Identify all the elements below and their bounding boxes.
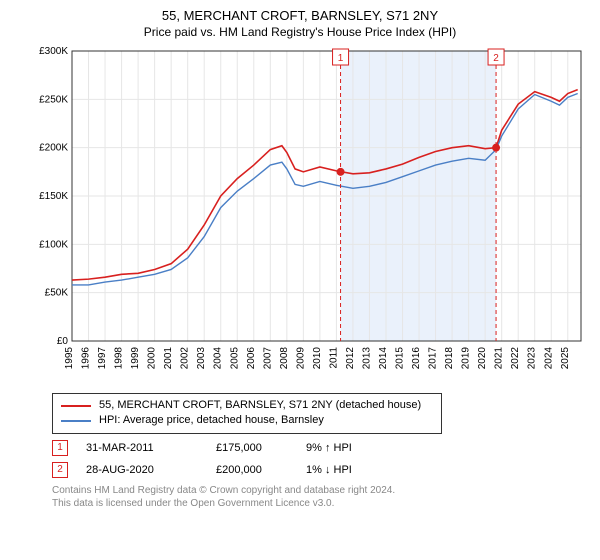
svg-text:2014: 2014 xyxy=(378,347,389,370)
svg-text:1997: 1997 xyxy=(97,347,108,370)
svg-text:1999: 1999 xyxy=(130,347,141,370)
svg-text:£150K: £150K xyxy=(39,191,68,202)
legend-row: 55, MERCHANT CROFT, BARNSLEY, S71 2NY (d… xyxy=(61,398,433,413)
marker-box: 1 xyxy=(52,440,68,456)
svg-text:£0: £0 xyxy=(57,336,69,347)
chart-svg: £0 £50K £100K £150K £200K £250K £300K 1995 1996 1… xyxy=(32,45,587,385)
legend-label: 55, MERCHANT CROFT, BARNSLEY, S71 2NY (d… xyxy=(99,398,421,413)
marker-date: 31-MAR-2011 xyxy=(86,442,216,454)
svg-text:2009: 2009 xyxy=(295,347,306,370)
legend-row: HPI: Average price, detached house, Barn… xyxy=(61,413,433,428)
footer-note: Contains HM Land Registry data © Crown c… xyxy=(52,484,588,510)
svg-text:£200K: £200K xyxy=(39,143,68,154)
svg-text:2018: 2018 xyxy=(444,347,455,370)
svg-text:2008: 2008 xyxy=(279,347,290,370)
svg-text:2016: 2016 xyxy=(411,347,422,370)
legend-swatch xyxy=(61,405,91,407)
svg-text:2017: 2017 xyxy=(428,347,439,370)
svg-text:£50K: £50K xyxy=(45,288,69,299)
svg-text:2022: 2022 xyxy=(510,347,521,370)
chart-title: 55, MERCHANT CROFT, BARNSLEY, S71 2NY xyxy=(12,8,588,23)
marker-price: £200,000 xyxy=(216,464,306,476)
svg-text:2011: 2011 xyxy=(328,347,339,369)
marker-row: 1 31-MAR-2011 £175,000 9% ↑ HPI xyxy=(52,440,588,456)
chart-container: 55, MERCHANT CROFT, BARNSLEY, S71 2NY Pr… xyxy=(0,0,600,560)
footer-line: This data is licensed under the Open Gov… xyxy=(52,497,588,510)
svg-text:£100K: £100K xyxy=(39,239,68,250)
marker-table: 1 31-MAR-2011 £175,000 9% ↑ HPI 2 28-AUG… xyxy=(52,440,588,478)
svg-text:2003: 2003 xyxy=(196,347,207,370)
marker-pct: 1% ↓ HPI xyxy=(306,464,396,476)
svg-text:2002: 2002 xyxy=(180,347,191,370)
svg-text:2025: 2025 xyxy=(560,347,571,370)
chart-titles: 55, MERCHANT CROFT, BARNSLEY, S71 2NY Pr… xyxy=(12,8,588,39)
svg-text:2010: 2010 xyxy=(312,347,323,370)
svg-text:£300K: £300K xyxy=(39,46,68,57)
svg-text:2023: 2023 xyxy=(527,347,538,370)
svg-text:1995: 1995 xyxy=(64,347,75,370)
marker-number: 2 xyxy=(57,464,63,475)
svg-text:2007: 2007 xyxy=(262,347,273,370)
marker-number: 1 xyxy=(57,442,63,453)
svg-text:1996: 1996 xyxy=(81,347,92,370)
legend: 55, MERCHANT CROFT, BARNSLEY, S71 2NY (d… xyxy=(52,393,442,434)
svg-text:2000: 2000 xyxy=(147,347,158,370)
legend-label: HPI: Average price, detached house, Barn… xyxy=(99,413,324,428)
svg-text:1: 1 xyxy=(338,53,344,64)
chart-subtitle: Price paid vs. HM Land Registry's House … xyxy=(12,25,588,39)
marker-date: 28-AUG-2020 xyxy=(86,464,216,476)
svg-text:2024: 2024 xyxy=(543,347,554,370)
svg-text:2006: 2006 xyxy=(246,347,257,370)
marker-row: 2 28-AUG-2020 £200,000 1% ↓ HPI xyxy=(52,462,588,478)
svg-text:2005: 2005 xyxy=(229,347,240,370)
svg-text:1998: 1998 xyxy=(114,347,125,370)
svg-text:2013: 2013 xyxy=(361,347,372,370)
svg-text:2001: 2001 xyxy=(163,347,174,370)
svg-text:2021: 2021 xyxy=(494,347,505,370)
footer-line: Contains HM Land Registry data © Crown c… xyxy=(52,484,588,497)
plot-area: £0 £50K £100K £150K £200K £250K £300K 1995 1996 1… xyxy=(32,45,587,385)
svg-text:2020: 2020 xyxy=(477,347,488,370)
svg-text:2: 2 xyxy=(493,53,499,64)
svg-text:2004: 2004 xyxy=(213,347,224,370)
marker-price: £175,000 xyxy=(216,442,306,454)
svg-text:2015: 2015 xyxy=(395,347,406,370)
marker-box: 2 xyxy=(52,462,68,478)
svg-text:2019: 2019 xyxy=(461,347,472,370)
svg-text:£250K: £250K xyxy=(39,94,68,105)
legend-swatch xyxy=(61,420,91,422)
marker-pct: 9% ↑ HPI xyxy=(306,442,396,454)
svg-text:2012: 2012 xyxy=(345,347,356,370)
